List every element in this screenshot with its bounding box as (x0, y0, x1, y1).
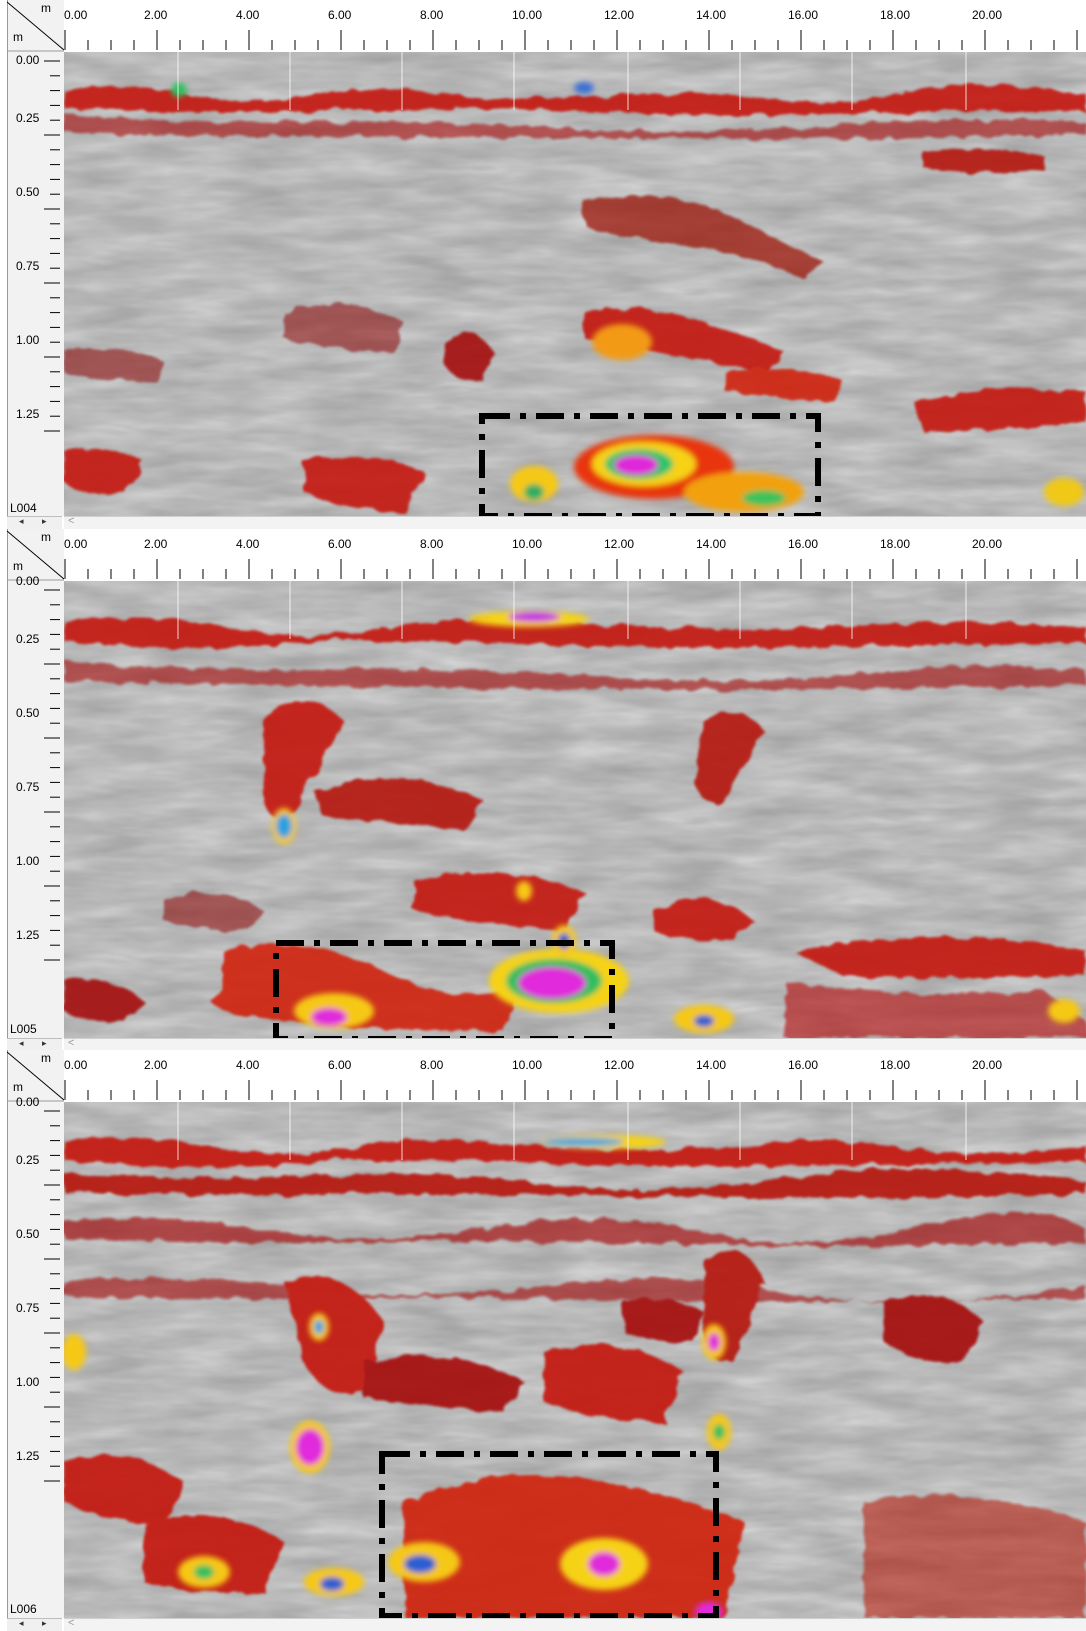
x-tick-label: 14.00 (696, 537, 727, 551)
depth-tick-label: 0.75 (16, 1301, 40, 1315)
radargram-canvas (64, 52, 1086, 516)
vertical-scroll-buttons[interactable]: ◂ ▸ (7, 516, 62, 529)
distance-axis: 0.00 2.00 4.00 6.00 8.00 10.00 12.00 14.… (64, 0, 1086, 52)
depth-axis (7, 1050, 65, 1618)
x-tick-label: 8.00 (420, 8, 444, 22)
radargram-canvas (64, 581, 1086, 1038)
depth-tick-label: 0.75 (16, 780, 40, 794)
axis-corner (7, 1051, 64, 1102)
x-tick-label: 20.00 (972, 537, 1003, 551)
distance-ticks (64, 1080, 1078, 1100)
x-tick-label: 8.00 (420, 537, 444, 551)
x-tick-label: 4.00 (236, 1058, 260, 1072)
depth-tick-label: 0.50 (16, 1227, 40, 1241)
x-tick-label: 6.00 (328, 8, 352, 22)
x-tick-label: 10.00 (512, 1058, 543, 1072)
depth-unit-label: m (13, 30, 23, 44)
x-tick-label: 12.00 (604, 537, 635, 551)
depth-tick-label: 1.25 (16, 407, 40, 421)
depth-tick-label: 1.25 (16, 1449, 40, 1463)
axis-corner (7, 1, 64, 52)
x-tick-label: 4.00 (236, 537, 260, 551)
line-name: L006 (10, 1602, 37, 1616)
scroll-left-button[interactable]: ◂ (19, 1038, 24, 1048)
horizontal-scrollbar[interactable]: < (64, 1037, 1086, 1051)
depth-tick-label: 0.00 (16, 1095, 40, 1109)
depth-tick-label: 0.75 (16, 259, 40, 273)
scroll-right-button[interactable]: ▸ (42, 516, 47, 526)
distance-ticks (64, 30, 1078, 50)
line-name: L005 (10, 1022, 37, 1036)
x-unit-label: m (41, 1, 51, 15)
scroll-right-button[interactable]: ▸ (42, 1038, 47, 1048)
x-tick-label: 10.00 (512, 537, 543, 551)
x-tick-label: 12.00 (604, 1058, 635, 1072)
hscroll-left-arrow[interactable]: < (68, 515, 75, 527)
x-tick-label: 20.00 (972, 1058, 1003, 1072)
x-tick-label: 8.00 (420, 1058, 444, 1072)
x-tick-label: 6.00 (328, 1058, 352, 1072)
hscroll-left-arrow[interactable]: < (68, 1037, 75, 1049)
depth-tick-label: 0.25 (16, 632, 40, 646)
distance-ticks (64, 559, 1078, 579)
depth-tick-label: 1.00 (16, 333, 40, 347)
radargram-image[interactable] (64, 1102, 1086, 1618)
depth-unit-label: m (13, 1080, 23, 1094)
depth-tick-label: 0.00 (16, 53, 40, 67)
x-unit-label: m (41, 1051, 51, 1065)
depth-ticks (44, 1110, 60, 1482)
x-tick-label: 16.00 (788, 537, 819, 551)
x-tick-label: 2.00 (144, 537, 168, 551)
x-tick-label: 6.00 (328, 537, 352, 551)
radargram-panel-l004: m m 0.00 2.00 4.00 6.00 8.00 10.00 12.00… (0, 0, 1086, 529)
x-tick-label: 10.00 (512, 8, 543, 22)
depth-axis (7, 0, 65, 516)
depth-tick-label: 0.50 (16, 185, 40, 199)
horizontal-scrollbar[interactable]: < (64, 1617, 1086, 1631)
radargram-image[interactable] (64, 581, 1086, 1038)
x-tick-label: 14.00 (696, 8, 727, 22)
vertical-scroll-buttons[interactable]: ◂ ▸ (7, 1618, 62, 1631)
x-tick-label: 14.00 (696, 1058, 727, 1072)
x-tick-label: 2.00 (144, 8, 168, 22)
x-tick-label: 16.00 (788, 1058, 819, 1072)
x-tick-label: 16.00 (788, 8, 819, 22)
depth-tick-label: 0.00 (16, 574, 40, 588)
x-tick-label: 18.00 (880, 537, 911, 551)
depth-ticks (44, 60, 60, 432)
depth-tick-label: 0.25 (16, 1153, 40, 1167)
radargram-image[interactable] (64, 52, 1086, 516)
x-tick-label: 4.00 (236, 8, 260, 22)
hscroll-left-arrow[interactable]: < (68, 1617, 75, 1629)
scroll-right-button[interactable]: ▸ (42, 1618, 47, 1628)
depth-tick-label: 1.25 (16, 928, 40, 942)
x-tick-label: 20.00 (972, 8, 1003, 22)
vertical-scroll-buttons[interactable]: ◂ ▸ (7, 1038, 62, 1051)
x-unit-label: m (41, 530, 51, 544)
depth-unit-label: m (13, 559, 23, 573)
distance-axis: 0.00 2.00 4.00 6.00 8.00 10.00 12.00 14.… (64, 1050, 1086, 1102)
depth-axis (7, 529, 65, 1038)
distance-axis: 0.00 2.00 4.00 6.00 8.00 10.00 12.00 14.… (64, 529, 1086, 581)
depth-tick-label: 0.50 (16, 706, 40, 720)
x-tick-label: 0.00 (64, 8, 88, 22)
radargram-panel-l006: m m 0.00 2.00 4.00 6.00 8.00 10.00 12.00… (0, 1050, 1086, 1631)
x-tick-label: 0.00 (64, 537, 88, 551)
x-tick-label: 18.00 (880, 8, 911, 22)
radargram-panel-l005: m m 0.00 2.00 4.00 6.00 8.00 10.00 12.00… (0, 529, 1086, 1051)
line-name: L004 (10, 501, 37, 515)
scroll-left-button[interactable]: ◂ (19, 516, 24, 526)
x-tick-label: 0.00 (64, 1058, 88, 1072)
horizontal-scrollbar[interactable]: < (64, 515, 1086, 529)
depth-ticks (44, 589, 60, 961)
radargram-canvas (64, 1102, 1086, 1618)
axis-corner (7, 530, 64, 581)
depth-tick-label: 1.00 (16, 854, 40, 868)
depth-tick-label: 0.25 (16, 111, 40, 125)
x-tick-label: 2.00 (144, 1058, 168, 1072)
scroll-left-button[interactable]: ◂ (19, 1618, 24, 1628)
depth-tick-label: 1.00 (16, 1375, 40, 1389)
x-tick-label: 18.00 (880, 1058, 911, 1072)
x-tick-label: 12.00 (604, 8, 635, 22)
